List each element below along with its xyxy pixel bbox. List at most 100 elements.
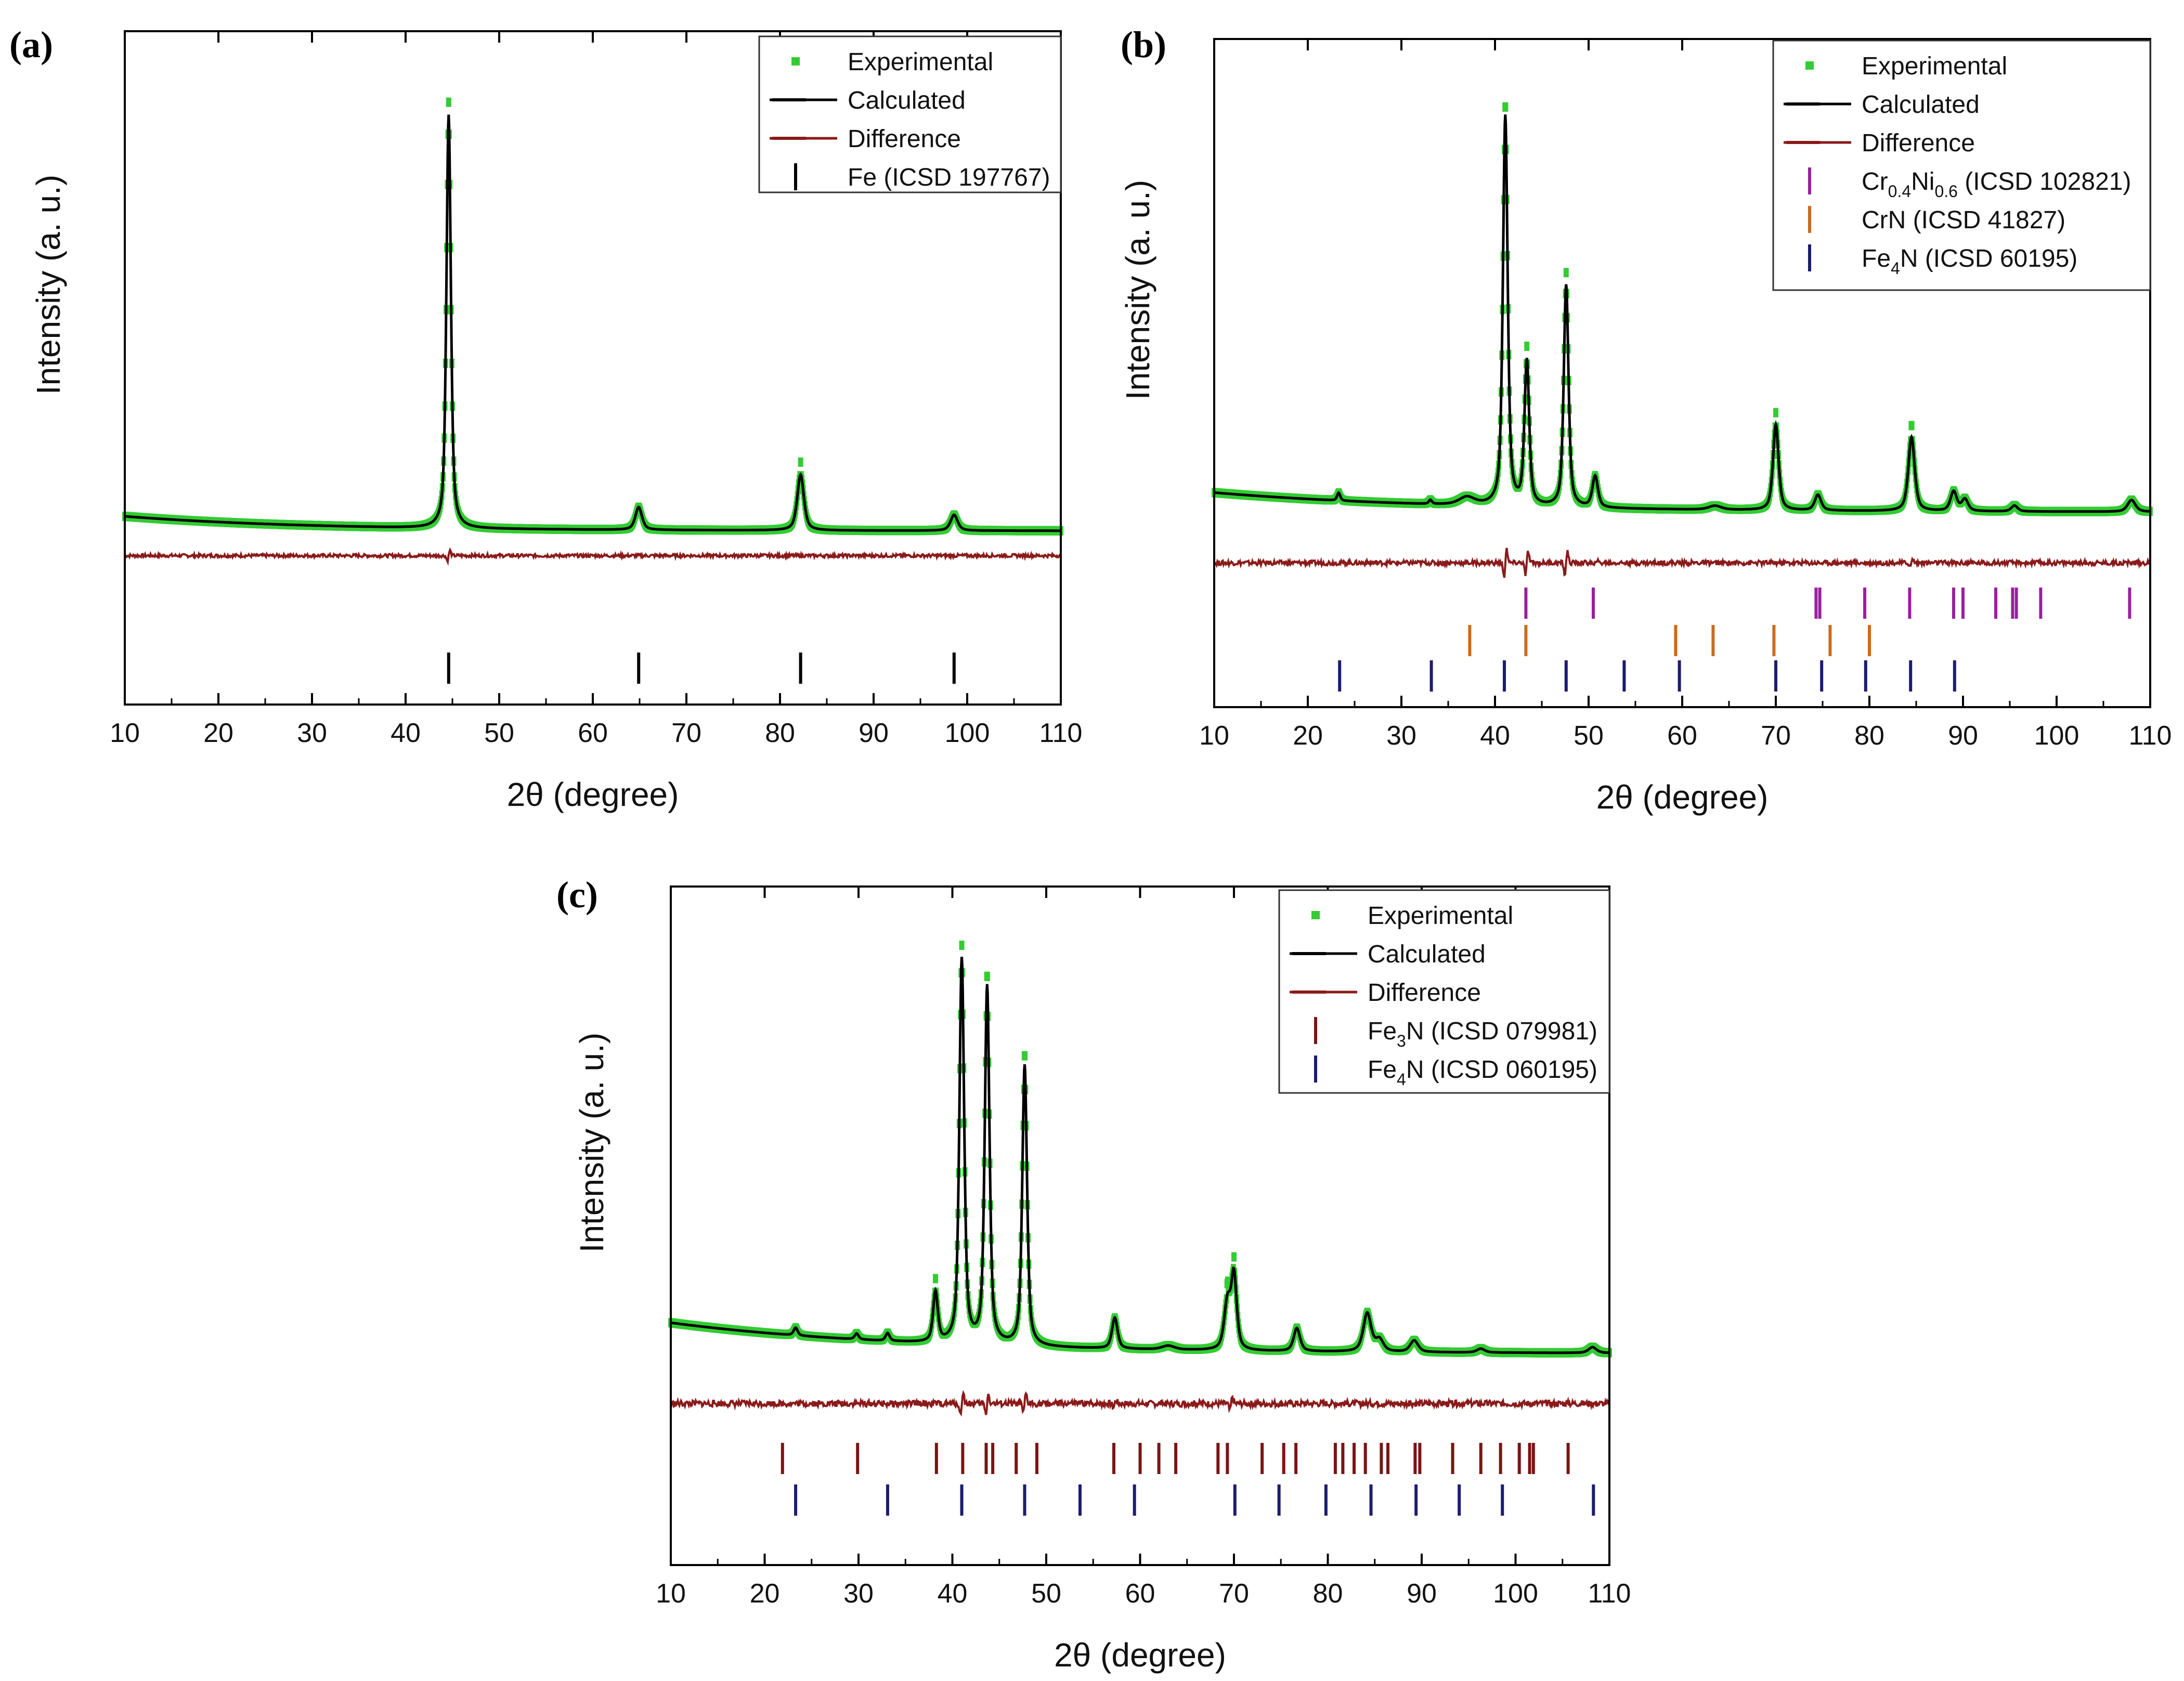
x-tick-label: 60 [1125,1579,1155,1609]
x-tick-label: 30 [297,718,327,748]
x-tick-label: 90 [1407,1579,1437,1609]
legend-label-part: Fe [1862,245,1891,272]
legend-dot-marker [1311,911,1320,919]
legend-label-subscript: 0.4 [1888,182,1911,201]
experimental-point [1909,421,1915,431]
legend-label: Fe4N (ICSD 060195) [1368,1056,1597,1089]
x-tick-label: 20 [750,1579,780,1609]
legend-label: Cr0.4Ni0.6 (ICSD 102821) [1862,168,2131,201]
legend: Experimental Calculated Difference Cr0.4Ni0… [1772,40,2151,291]
legend-label: Difference [1862,129,1975,157]
x-tick-label: 90 [1948,721,1978,751]
x-tick-label: 80 [1313,1579,1343,1609]
x-tick-label: 20 [203,718,233,748]
reflection-row-1 [781,1443,1570,1474]
legend-box [1772,40,2151,291]
legend-label-subscript: 4 [1891,259,1900,278]
x-tick-label: 80 [765,718,795,748]
legend-box [758,35,1062,193]
experimental-point [1503,102,1509,112]
x-tick-label: 100 [945,718,990,748]
x-tick-label: 70 [1219,1579,1249,1609]
legend: Experimental Calculated Difference Fe (ICSD… [758,35,1062,193]
x-tick-label: 80 [1854,721,1884,751]
y-axis-label: Intensity (a. u.) [573,1033,610,1253]
legend: Experimental Calculated Difference Fe3N (IC… [1278,889,1610,1094]
panel-letter: (c) [556,874,598,916]
x-tick-label: 50 [1574,721,1604,751]
experimental-point [1231,1252,1237,1262]
y-axis-label: Intensity (a. u.) [30,175,67,395]
legend-dot-marker [1805,61,1814,70]
y-axis-label: Intensity (a. u.) [1119,180,1156,400]
experimental-point [1563,268,1569,278]
x-tick-label: 70 [671,718,701,748]
x-tick-label: 50 [484,718,514,748]
legend-label-part: N (ICSD 060195) [1406,1056,1597,1084]
panel-a: 10 20 30 40 50 60 70 80 90 100 110 2θ (degree) Inten… [9,24,1082,813]
legend-label-part: Fe [1368,1056,1397,1084]
calculated-line [670,957,1609,1354]
x-tick-label: 100 [1493,1579,1538,1609]
x-tick-label: 30 [843,1579,874,1609]
experimental-point [446,97,451,107]
legend-label: Calculated [848,87,966,114]
difference-line [1213,548,2151,578]
experimental-point [984,971,990,981]
x-tick-label: 40 [391,718,421,748]
x-tick-label: 60 [1667,721,1697,751]
experimental-point [1773,408,1778,418]
x-tick-label: 40 [1480,721,1510,751]
legend-label-subscript: 0.6 [1934,182,1957,201]
panel-c: 10 20 30 40 50 60 70 80 90 100 110 2θ (degree) Inten… [556,874,1631,1674]
x-tick-label: 10 [110,718,140,748]
legend-label-part: Fe [1368,1018,1397,1045]
legend-label-part: N (ICSD 60195) [1900,245,2077,272]
experimental-point [798,457,803,467]
x-tick-label: 40 [938,1579,968,1609]
reflection-row-1 [1524,588,2131,619]
x-axis-label: 2θ (degree) [507,776,679,813]
x-tick-label: 10 [1199,721,1229,751]
reflection-row-2 [794,1484,1595,1516]
legend-label-part: N (ICSD 079981) [1406,1018,1597,1045]
legend-label: Fe3N (ICSD 079981) [1368,1018,1597,1050]
legend-label: Experimental [1862,53,2007,80]
experimental-point [959,941,965,950]
calculated-line [124,114,1061,532]
x-tick-label: 30 [1386,721,1416,751]
x-tick-label: 10 [656,1579,686,1609]
reflection-row-3 [1338,660,1956,692]
legend-dot-marker [791,57,800,66]
x-tick-label: 90 [859,718,889,748]
legend-label: CrN (ICSD 41827) [1862,206,2065,234]
x-axis-label: 2θ (degree) [1596,778,1769,816]
x-tick-label: 110 [1588,1579,1631,1609]
legend-label: Difference [848,125,961,153]
experimental-point [933,1274,939,1284]
x-tick-label: 20 [1293,721,1323,751]
x-tick-label: 50 [1031,1579,1061,1609]
legend-label-subscript: 4 [1397,1070,1406,1089]
legend-label: Difference [1368,979,1481,1007]
difference-line [124,547,1061,566]
x-tick-label: 70 [1761,721,1791,751]
panel-letter: (b) [1121,24,1166,66]
legend-label: Calculated [1368,941,1486,968]
calculated-line [1214,114,2150,513]
legend-label-subscript: 3 [1397,1032,1406,1050]
legend-label: Experimental [848,48,993,76]
legend-label: Fe (ICSD 197767) [848,164,1050,191]
legend-label-part: Cr [1862,168,1888,196]
legend-label: Calculated [1862,91,1980,119]
x-axis-label: 2θ (degree) [1054,1636,1226,1674]
x-tick-label: 110 [1039,718,1083,748]
panel-letter: (a) [9,24,53,66]
experimental-point [1225,1276,1230,1286]
x-tick-label: 60 [578,718,608,748]
x-tick-label: 110 [2129,721,2172,751]
reflection-row-1 [447,653,956,684]
legend-label: Experimental [1368,902,1513,930]
